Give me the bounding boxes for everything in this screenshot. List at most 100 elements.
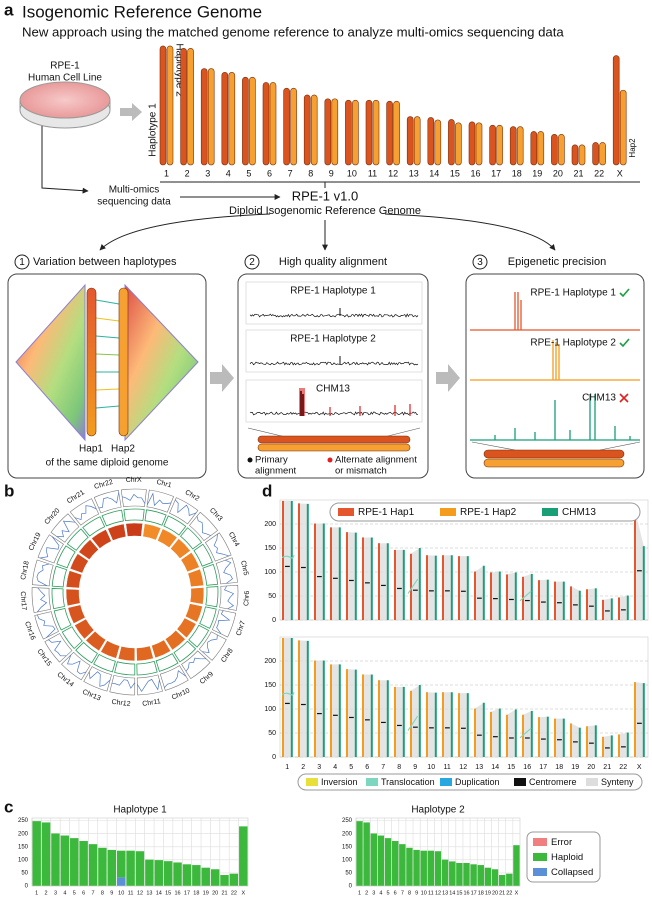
- signal-peaks: [514, 292, 522, 330]
- synteny-block: [539, 716, 548, 757]
- circos-outer: [204, 532, 232, 562]
- x-tick-label: 9: [415, 890, 418, 896]
- track-title: RPE-1 Haplotype 2: [530, 338, 616, 349]
- synteny-block: [331, 527, 340, 620]
- y-tick-label: 0: [272, 617, 276, 624]
- chromosome-label: 2: [185, 168, 190, 178]
- bar: [126, 850, 135, 886]
- bar: [441, 859, 449, 886]
- circos-label: Chr18: [20, 560, 31, 580]
- x-tick-label: 15: [507, 764, 515, 771]
- circos-trace: [196, 516, 211, 536]
- bar: [377, 835, 385, 886]
- circos-trace: [88, 671, 111, 687]
- x-tick-label: 21: [603, 764, 611, 771]
- x-tick-label: 2: [301, 764, 305, 771]
- caption: of the same diploid genome: [46, 458, 169, 469]
- step-badge: [14, 254, 30, 270]
- x-tick-label: 6: [365, 764, 369, 771]
- data-label: Multi-omics: [109, 185, 160, 196]
- bar: [98, 847, 107, 886]
- check-mark: [619, 288, 630, 298]
- legend-dot: [247, 457, 253, 463]
- step-number: 1: [19, 257, 25, 268]
- chromosome: [310, 94, 318, 166]
- circos-green: [61, 626, 83, 650]
- chromosome: [406, 116, 414, 166]
- circos-green: [75, 641, 98, 664]
- synteny-block: [379, 543, 388, 620]
- circos-label: ChrX: [126, 477, 142, 484]
- circos-inner: [65, 570, 83, 589]
- x-tick-label: 6: [82, 890, 85, 896]
- circos-label: Chr7: [236, 620, 248, 637]
- x-tick-label: 18: [193, 890, 199, 896]
- bar: [41, 822, 51, 886]
- x-tick-label: 9: [413, 764, 417, 771]
- x-tick-label: 7: [92, 890, 95, 896]
- plot-frame: [355, 817, 521, 887]
- x-tick-label: 16: [523, 764, 531, 771]
- track-title: CHM13: [316, 384, 350, 395]
- x-tick-label: 7: [401, 890, 404, 896]
- x-tick-label: 1: [358, 890, 361, 896]
- circos-green: [93, 653, 116, 673]
- circos-trace: [213, 534, 230, 557]
- legend-swatch: [440, 778, 452, 786]
- variant-link: [95, 388, 120, 391]
- circos-trace: [111, 679, 136, 689]
- circos-outer: [109, 675, 136, 696]
- track-title: RPE-1 Haplotype 1: [290, 286, 376, 297]
- dish-medium: [19, 81, 111, 119]
- x-tick-label: 10: [427, 764, 435, 771]
- bar: [201, 867, 210, 886]
- x-tick-label: X: [241, 890, 245, 896]
- chromosome-label: 14: [429, 168, 439, 178]
- chromosome: [283, 87, 290, 166]
- x-tick-label: 20: [587, 764, 595, 771]
- chromosome: [386, 100, 393, 166]
- circos-label: Chr12: [111, 699, 131, 708]
- chromosome: [228, 72, 236, 166]
- chromosome-label: 7: [288, 168, 293, 178]
- circos-label: Chr16: [23, 621, 36, 641]
- synteny-block: [315, 660, 324, 757]
- x-tick-label: 5: [387, 890, 390, 896]
- synteny-block: [619, 732, 628, 757]
- legend-swatch: [338, 508, 354, 516]
- coverage-trace: [249, 411, 419, 416]
- y-tick-label: 200: [342, 831, 353, 837]
- synteny-block: [363, 537, 372, 620]
- haplotype-label: Haplotype 1: [148, 103, 159, 157]
- circos-inner: [151, 639, 172, 659]
- circos-inner: [125, 522, 143, 537]
- bar: [392, 841, 399, 886]
- bar: [491, 869, 499, 886]
- legend-label: Error: [551, 837, 572, 848]
- y-tick-label: 100: [342, 857, 353, 863]
- chromosome: [180, 48, 187, 166]
- chromosome-label: 15: [450, 168, 460, 178]
- synteny-block: [411, 548, 420, 620]
- legend-label: Translocation: [381, 777, 435, 787]
- synteny-block: [587, 588, 596, 620]
- circos-label: Chr4: [227, 531, 240, 548]
- x-tick-label: 8: [397, 764, 401, 771]
- x-tick-label: 5: [349, 764, 353, 771]
- chromosome-label: 21: [573, 168, 583, 178]
- synteny-block: [571, 723, 580, 757]
- circos-trace: [137, 678, 160, 693]
- circos-green: [136, 660, 158, 676]
- synteny-block: [571, 586, 580, 620]
- y-tick-label: 100: [264, 706, 276, 713]
- legend-swatch: [586, 778, 598, 786]
- y-tick-label: 100: [264, 569, 276, 576]
- x-tick-label: X: [515, 890, 519, 896]
- circos-trace: [223, 585, 235, 610]
- x-tick-label: 16: [175, 890, 181, 896]
- x-tick-label: 8: [408, 890, 411, 896]
- legend-label: Synteny: [601, 777, 634, 787]
- haplotype: [118, 287, 129, 437]
